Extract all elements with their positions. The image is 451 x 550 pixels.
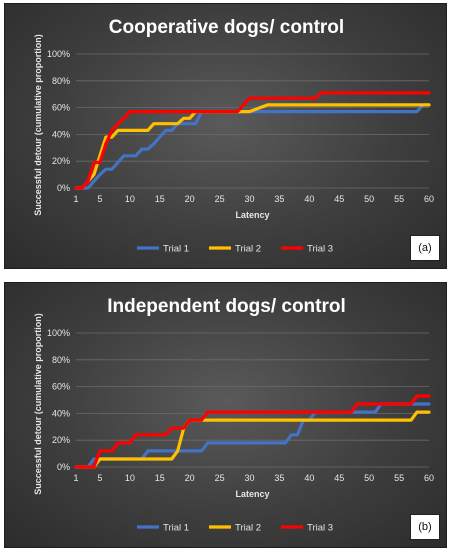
- legend-label: Trial 1: [163, 244, 189, 255]
- x-tick-label: 35: [274, 473, 284, 483]
- x-tick-label: 30: [245, 194, 255, 204]
- chart-title: Cooperative dogs/ control: [109, 17, 344, 38]
- x-tick-label: 25: [215, 473, 225, 483]
- x-tick-label: 1: [73, 194, 78, 204]
- y-tick-label: 100%: [47, 328, 70, 338]
- x-tick-label: 10: [125, 473, 135, 483]
- series-line-trial-1: [74, 103, 431, 190]
- y-axis-title: Successful detour (cumulative proportion…: [33, 313, 43, 495]
- x-tick-label: 40: [304, 473, 314, 483]
- chart-svg-b: Independent dogs/ control 0% 20% 40% 60% 80% 1…: [33, 296, 434, 534]
- chart-panel-b: Independent dogs/ control 0% 20% 40% 60% 80% 1…: [4, 282, 447, 548]
- y-tick-label: 60%: [52, 382, 70, 392]
- legend-label: Trial 3: [307, 244, 333, 255]
- panel-label-b: (b): [410, 514, 440, 540]
- y-axis-title: Successful detour (cumulative proportion…: [33, 34, 43, 216]
- y-tick-label: 60%: [52, 103, 70, 113]
- y-tick-label: 80%: [52, 355, 70, 365]
- x-tick-label: 60: [424, 473, 434, 483]
- x-tick-label: 55: [394, 194, 404, 204]
- x-tick-label: 55: [394, 473, 404, 483]
- legend-label: Trial 1: [163, 523, 189, 534]
- x-tick-label: 15: [155, 194, 165, 204]
- y-tick-label: 40%: [52, 129, 70, 139]
- x-tick-label: 50: [364, 194, 374, 204]
- panel-label-a: (a): [410, 235, 440, 261]
- y-tick-label: 80%: [52, 76, 70, 86]
- x-tick-label: 60: [424, 194, 434, 204]
- y-tick-label: 20%: [52, 156, 70, 166]
- x-tick-label: 40: [304, 194, 314, 204]
- x-tick-label: 10: [125, 194, 135, 204]
- x-tick-label: 50: [364, 473, 374, 483]
- chart-title: Independent dogs/ control: [107, 296, 346, 317]
- y-tick-label: 0%: [57, 462, 70, 472]
- legend-label: Trial 3: [307, 523, 333, 534]
- y-tick-label: 0%: [57, 183, 70, 193]
- x-tick-label: 45: [334, 194, 344, 204]
- y-tick-label: 20%: [52, 435, 70, 445]
- x-tick-label: 45: [334, 473, 344, 483]
- y-tick-label: 40%: [52, 408, 70, 418]
- series-line-trial-3: [74, 91, 431, 190]
- x-tick-label: 35: [274, 194, 284, 204]
- x-tick-label: 15: [155, 473, 165, 483]
- chart-svg-a: Cooperative dogs/ control 0% 20% 40% 60% 80% 1…: [33, 17, 434, 255]
- x-tick-label: 1: [73, 473, 78, 483]
- series-line-trial-2: [74, 103, 431, 190]
- chart-panel-a: Cooperative dogs/ control 0% 20% 40% 60% 80% 1…: [4, 3, 447, 269]
- x-tick-label: 5: [97, 194, 102, 204]
- legend-label: Trial 2: [235, 244, 261, 255]
- series-line-trial-3: [74, 394, 431, 469]
- x-tick-label: 5: [97, 473, 102, 483]
- series-line-trial-2: [74, 410, 431, 469]
- x-axis-title: Latency: [235, 489, 269, 499]
- x-tick-label: 30: [245, 473, 255, 483]
- x-tick-label: 25: [215, 194, 225, 204]
- legend-label: Trial 2: [235, 523, 261, 534]
- x-tick-label: 20: [185, 194, 195, 204]
- y-tick-label: 100%: [47, 49, 70, 59]
- x-tick-label: 20: [185, 473, 195, 483]
- x-axis-title: Latency: [235, 210, 269, 220]
